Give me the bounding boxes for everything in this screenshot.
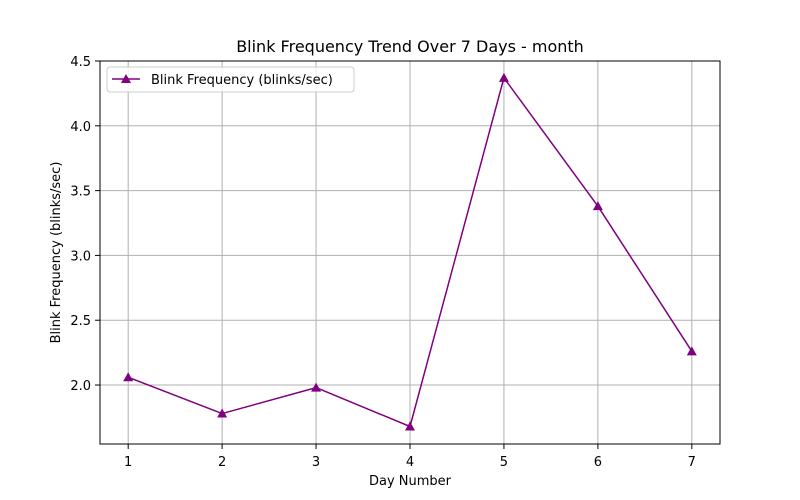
x-tick-label: 3: [312, 455, 320, 470]
data-point-marker: [311, 382, 322, 392]
x-axis-label: Day Number: [369, 474, 452, 489]
data-point-marker: [405, 421, 415, 431]
y-tick-label: 2.0: [70, 379, 91, 394]
data-series: [123, 72, 697, 431]
y-axis-label: Blink Frequency (blinks/sec): [49, 162, 64, 344]
x-tick-label: 1: [124, 455, 132, 470]
plot-frame: [99, 60, 721, 445]
y-tick-label: 4.5: [70, 55, 91, 70]
x-tick-label: 6: [594, 455, 602, 470]
x-tick-label: 7: [688, 455, 696, 470]
legend-marker-icon: [121, 74, 131, 83]
chart-title: Blink Frequency Trend Over 7 Days - mont…: [236, 37, 584, 56]
y-axis-ticks: 2.0 2.5 3.0 3.5 4.0 4.5: [70, 55, 100, 394]
x-tick-label: 2: [218, 455, 226, 470]
x-tick-label: 4: [406, 455, 414, 470]
data-point-marker: [498, 72, 509, 82]
legend-label: Blink Frequency (blinks/sec): [151, 73, 333, 88]
data-point-marker: [217, 408, 228, 418]
legend: Blink Frequency (blinks/sec): [106, 66, 355, 93]
y-tick-label: 4.0: [70, 120, 91, 135]
y-tick-label: 3.5: [70, 185, 91, 200]
x-axis-ticks: 1 2 3 4 5 6 7: [124, 444, 696, 470]
data-point-marker: [123, 372, 134, 382]
legend-box: [106, 66, 355, 93]
data-point-marker: [592, 201, 603, 211]
y-tick-label: 3.0: [70, 249, 91, 264]
data-point-marker: [686, 346, 697, 356]
x-tick-label: 5: [500, 455, 508, 470]
y-tick-label: 2.5: [70, 314, 91, 329]
